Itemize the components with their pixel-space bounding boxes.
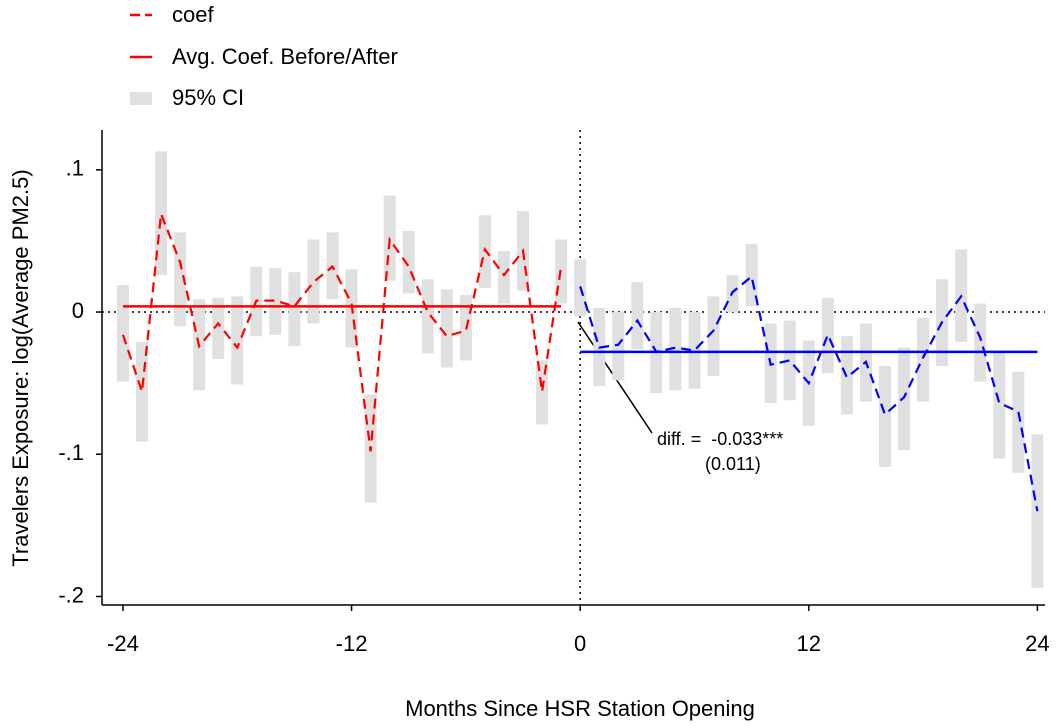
ci-bar: [478, 215, 491, 288]
ci-bar: [116, 285, 129, 382]
x-tick-label: 0: [574, 631, 586, 656]
ci-bar: [440, 289, 453, 368]
x-tick-label: 24: [1025, 631, 1049, 656]
y-tick-label: -.1: [58, 440, 84, 465]
annotation: diff. = -0.033***: [657, 429, 783, 449]
x-axis-label: Months Since HSR Station Opening: [405, 696, 755, 721]
ci-bar: [174, 232, 187, 327]
y-tick-label: 0: [72, 298, 84, 323]
ci-bar: [669, 307, 682, 391]
ci-bar: [497, 250, 510, 304]
ci-bar: [612, 312, 625, 381]
x-tick-label: -12: [336, 631, 368, 656]
ci-bar: [269, 267, 282, 335]
coef-line: [579, 274, 1039, 512]
x-tick-label: 12: [797, 631, 821, 656]
y-tick-label: -.2: [58, 582, 84, 607]
ci-bar: [1012, 371, 1025, 473]
x-tick-label: -24: [107, 631, 139, 656]
annotation: (0.011): [705, 454, 761, 474]
ci-bar: [974, 303, 987, 382]
ci-bar: [878, 366, 891, 468]
ci-bar: [783, 320, 796, 401]
ci-bar: [821, 297, 834, 374]
ci-bar: [707, 296, 720, 377]
y-tick-label: .1: [66, 156, 84, 181]
ci-bar: [536, 360, 549, 425]
ci-bar: [917, 317, 930, 402]
ci-bar: [288, 272, 301, 347]
ci-bar: [631, 282, 644, 350]
ci-bar: [212, 297, 225, 359]
legend-label: Avg. Coef. Before/After: [172, 44, 398, 69]
legend-label: 95% CI: [172, 85, 244, 110]
coef-line: [121, 213, 563, 452]
ci-bar: [421, 279, 434, 354]
ci-bar: [231, 296, 244, 385]
ci-bar: [136, 341, 149, 442]
ci-bar: [688, 312, 701, 389]
legend-swatch: [130, 92, 152, 105]
ci-bar: [745, 243, 758, 307]
y-axis-label: Travelers Exposure: log(Average PM2.5): [8, 169, 33, 566]
ci-bar: [993, 351, 1006, 459]
ci-bar: [307, 239, 320, 324]
legend-label: coef: [172, 2, 214, 27]
ci-bar: [402, 230, 415, 294]
